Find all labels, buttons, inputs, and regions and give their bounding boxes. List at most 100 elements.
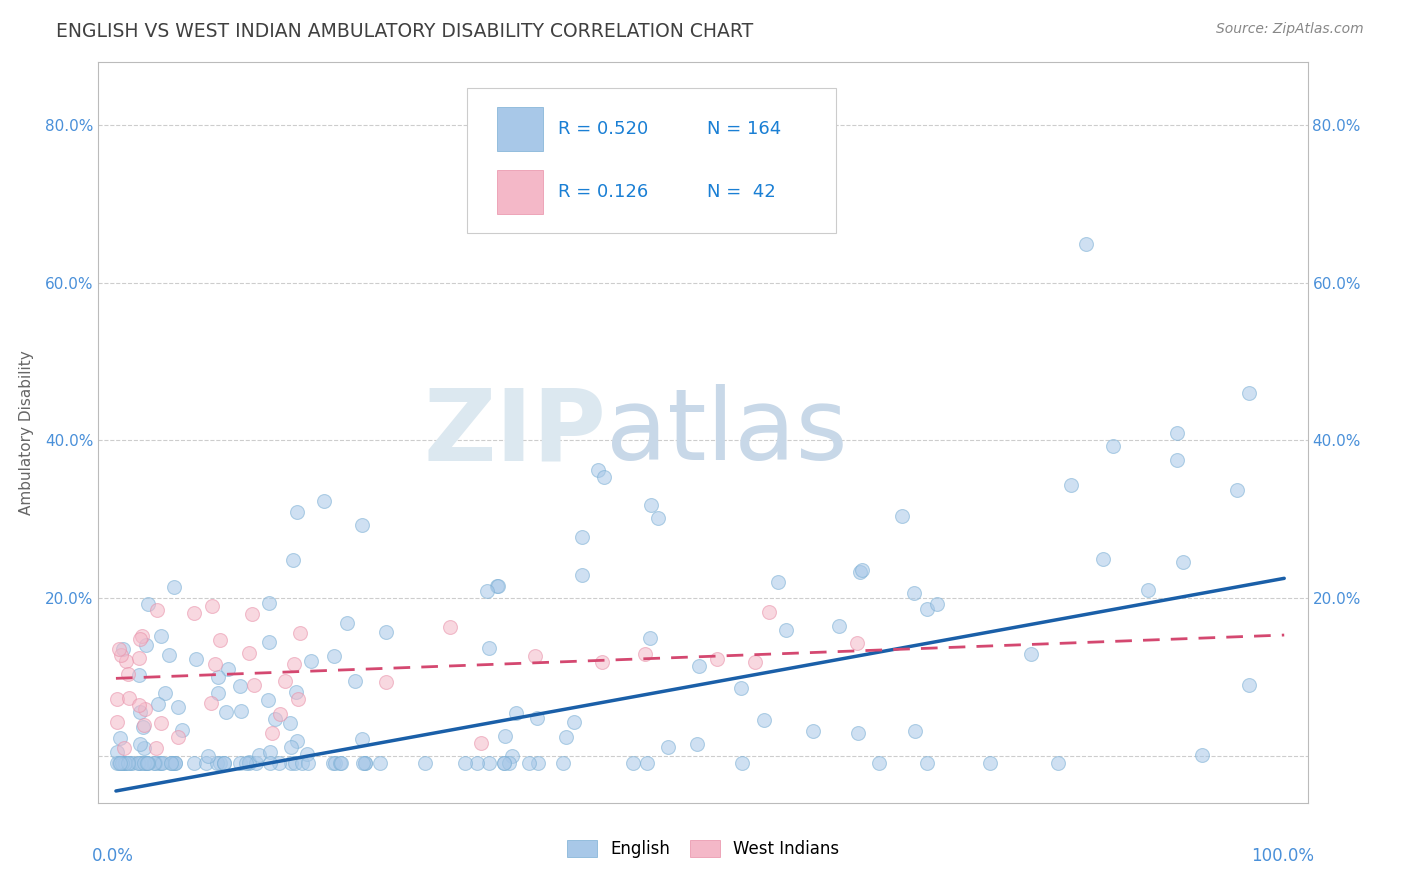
Point: [118, 756, 141, 771]
Point: [257, 635, 280, 649]
Point: [368, 756, 391, 771]
Point: [284, 756, 307, 771]
Point: [212, 756, 235, 771]
Point: [323, 648, 346, 663]
Point: [454, 756, 477, 771]
Point: [586, 463, 609, 477]
Point: [150, 715, 173, 730]
Point: [828, 619, 851, 633]
Point: [205, 756, 228, 771]
Point: [208, 633, 231, 648]
Point: [217, 662, 239, 676]
Point: [197, 749, 219, 764]
Point: [132, 720, 155, 734]
Point: [212, 756, 235, 771]
Point: [108, 731, 131, 745]
Point: [478, 641, 501, 656]
Point: [207, 686, 229, 700]
Text: N = 164: N = 164: [707, 120, 780, 138]
Point: [215, 705, 238, 719]
Point: [280, 756, 302, 771]
Point: [257, 596, 280, 610]
Text: R = 0.520: R = 0.520: [558, 120, 648, 138]
Point: [285, 734, 308, 748]
Point: [1226, 483, 1249, 497]
Point: [257, 693, 280, 707]
Point: [849, 565, 872, 579]
Point: [110, 648, 132, 662]
Point: [148, 756, 170, 771]
Point: [353, 756, 375, 771]
Point: [259, 756, 281, 771]
Point: [114, 756, 136, 771]
Point: [134, 702, 156, 716]
Point: [1237, 386, 1260, 401]
Text: N =  42: N = 42: [707, 183, 775, 201]
Point: [146, 697, 169, 711]
Point: [150, 629, 173, 643]
Point: [112, 642, 135, 657]
Point: [903, 586, 925, 600]
Point: [128, 632, 150, 647]
Point: [591, 655, 613, 669]
Point: [127, 756, 149, 771]
Point: [501, 749, 523, 764]
Point: [1171, 555, 1194, 569]
Point: [128, 756, 150, 771]
Point: [801, 723, 824, 738]
Point: [640, 631, 662, 645]
Point: [200, 696, 222, 710]
Y-axis label: Ambulatory Disability: Ambulatory Disability: [18, 351, 34, 515]
Point: [135, 756, 157, 771]
Point: [172, 723, 194, 738]
Point: [163, 756, 186, 771]
Point: [107, 756, 129, 771]
Point: [157, 648, 180, 663]
Point: [235, 756, 257, 771]
Point: [869, 756, 891, 771]
Point: [129, 737, 152, 751]
Point: [269, 756, 291, 771]
Point: [131, 629, 153, 643]
Point: [1102, 439, 1125, 453]
Point: [904, 723, 927, 738]
Point: [758, 606, 780, 620]
Text: ZIP: ZIP: [423, 384, 606, 481]
Point: [636, 756, 658, 771]
Point: [322, 756, 344, 771]
Point: [523, 648, 546, 663]
Point: [136, 756, 159, 771]
Point: [352, 731, 374, 746]
Point: [1136, 582, 1159, 597]
Point: [287, 692, 309, 706]
Point: [108, 756, 131, 771]
Point: [247, 747, 270, 762]
Point: [155, 686, 177, 700]
Point: [117, 667, 139, 681]
Point: [135, 756, 157, 771]
Point: [209, 756, 232, 771]
Point: [162, 756, 184, 771]
Point: [553, 756, 575, 771]
Point: [128, 698, 150, 713]
Point: [505, 706, 527, 720]
Point: [134, 740, 156, 755]
Point: [150, 756, 173, 771]
Text: 100.0%: 100.0%: [1250, 847, 1313, 865]
Point: [295, 747, 318, 761]
Point: [343, 674, 366, 689]
Point: [730, 681, 752, 696]
Point: [135, 638, 157, 652]
Point: [145, 740, 167, 755]
Point: [112, 740, 135, 755]
Point: [554, 730, 576, 744]
Point: [259, 745, 281, 759]
FancyBboxPatch shape: [498, 107, 543, 152]
Point: [132, 718, 155, 732]
Point: [352, 756, 374, 771]
Point: [146, 603, 169, 617]
Point: [238, 755, 260, 769]
Point: [517, 756, 540, 771]
Point: [128, 651, 150, 665]
Point: [465, 756, 488, 771]
